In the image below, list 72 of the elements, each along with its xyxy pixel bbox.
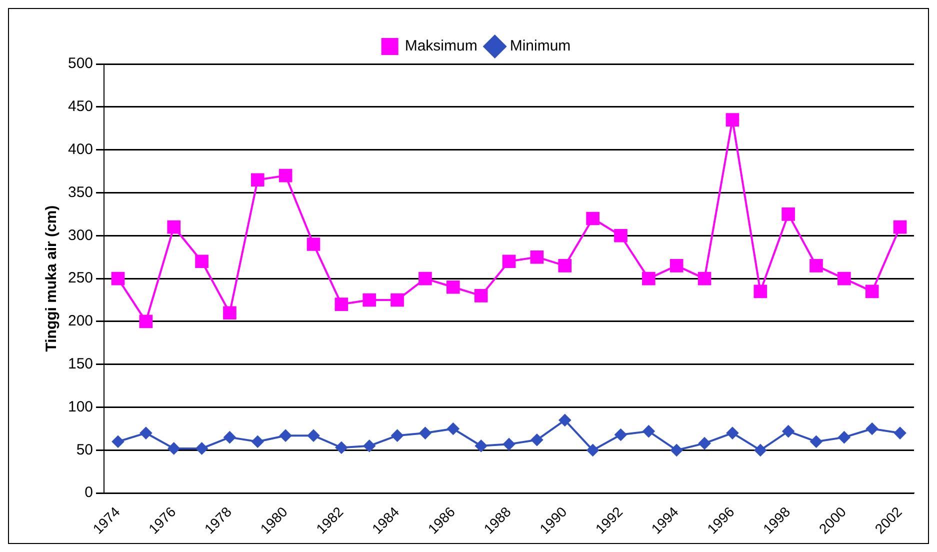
point	[558, 259, 572, 272]
point	[196, 442, 208, 454]
y-tick-label: 500	[68, 55, 94, 72]
point	[726, 427, 738, 440]
point	[223, 306, 236, 320]
point	[362, 293, 376, 307]
point	[195, 254, 208, 268]
y-tick-label: 200	[68, 312, 94, 330]
point	[418, 272, 432, 286]
point	[586, 444, 599, 456]
point	[614, 428, 627, 441]
point	[502, 254, 516, 268]
point	[782, 208, 795, 221]
point	[168, 442, 180, 454]
point	[670, 259, 684, 272]
point	[614, 228, 628, 242]
point	[167, 220, 181, 234]
point	[280, 430, 292, 442]
legend-label: Minimum	[510, 38, 571, 55]
point	[558, 414, 571, 426]
point	[838, 272, 851, 286]
point	[391, 430, 404, 442]
point	[670, 444, 683, 456]
point	[140, 427, 152, 440]
point	[642, 425, 655, 438]
legend-label: Maksimum	[404, 38, 478, 55]
y-tick-label: 400	[68, 140, 94, 158]
point	[252, 436, 264, 448]
point	[335, 442, 348, 454]
point	[446, 280, 460, 294]
point	[111, 272, 125, 286]
point	[865, 284, 879, 298]
point	[838, 431, 850, 444]
y-tick-label: 300	[68, 226, 94, 244]
point	[866, 422, 878, 435]
point	[139, 314, 153, 328]
point	[894, 427, 906, 440]
point	[642, 272, 656, 286]
y-axis-title: Tinggi muka air (cm)	[43, 205, 60, 352]
y-tick-label: 0	[84, 484, 94, 502]
y-tick-label: 100	[68, 398, 94, 416]
point	[810, 436, 822, 448]
point	[334, 298, 348, 311]
point	[893, 220, 907, 234]
y-tick-label: 150	[68, 356, 94, 373]
point	[419, 427, 432, 440]
point	[810, 259, 823, 272]
point	[390, 293, 404, 307]
y-tick-label: 450	[68, 98, 94, 116]
point	[224, 431, 236, 444]
y-tick-label: 250	[68, 270, 94, 287]
point	[306, 238, 320, 251]
point	[530, 434, 543, 446]
point	[278, 168, 292, 182]
point	[698, 437, 711, 450]
point	[698, 272, 712, 286]
point	[726, 113, 740, 126]
point	[586, 212, 600, 226]
point	[475, 440, 488, 452]
point	[530, 250, 544, 264]
y-tick-label: 350	[68, 184, 94, 201]
point	[250, 173, 264, 187]
point	[474, 289, 488, 302]
point	[112, 436, 124, 448]
point	[754, 284, 768, 298]
y-tick-label: 50	[76, 441, 94, 458]
point	[754, 444, 766, 456]
point	[363, 440, 376, 452]
point	[308, 430, 320, 442]
point	[447, 422, 460, 435]
point	[782, 425, 794, 438]
point	[503, 438, 516, 450]
